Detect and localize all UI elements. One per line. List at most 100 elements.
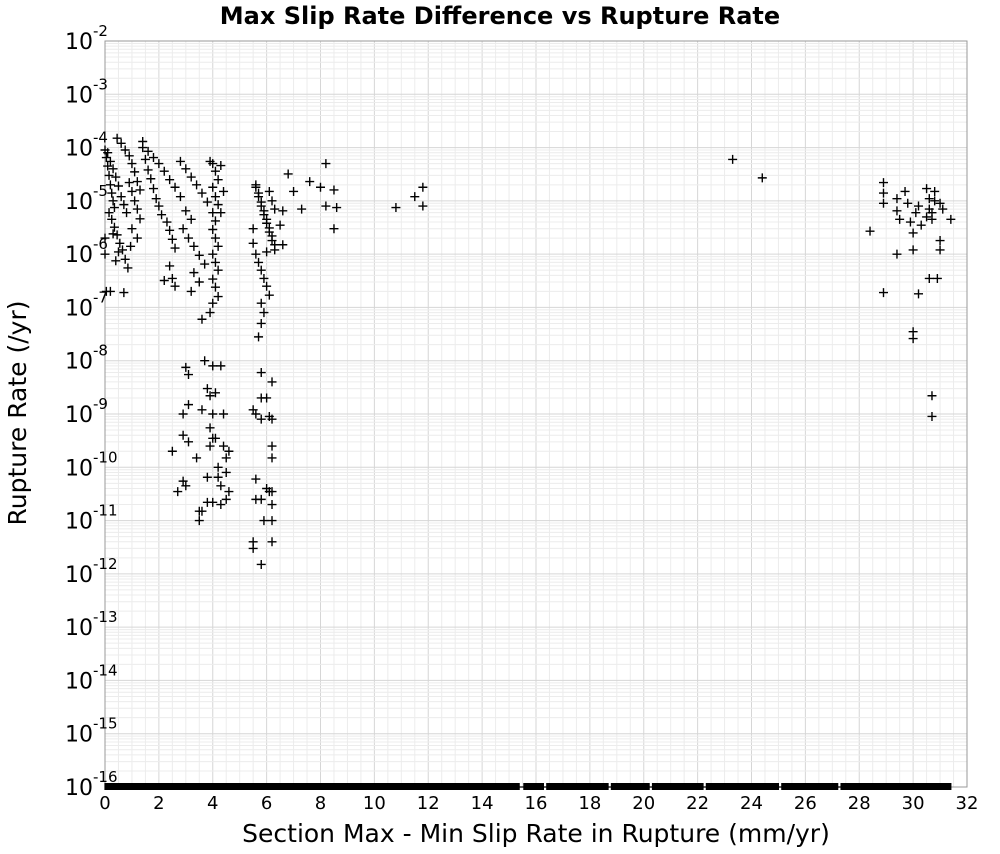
- data-point: [122, 208, 132, 218]
- data-point: [135, 214, 145, 224]
- data-point: [111, 256, 121, 266]
- data-point: [930, 186, 940, 196]
- y-tick-label: 10-2: [65, 22, 108, 55]
- data-point: [267, 377, 277, 387]
- data-point: [927, 391, 937, 401]
- data-point: [124, 151, 134, 161]
- data-point: [418, 182, 428, 192]
- data-point: [184, 233, 194, 243]
- data-point: [202, 384, 212, 394]
- data-point: [208, 497, 218, 507]
- data-point: [132, 177, 142, 187]
- data-point: [194, 516, 204, 526]
- data-point: [100, 249, 110, 259]
- data-point: [210, 388, 220, 398]
- data-point: [208, 249, 218, 259]
- data-point: [267, 236, 277, 246]
- data-point: [138, 137, 148, 146]
- data-point: [264, 290, 274, 300]
- data-point: [262, 247, 272, 257]
- data-point: [267, 516, 277, 526]
- data-point: [186, 214, 196, 224]
- data-point: [903, 198, 913, 208]
- data-point: [256, 265, 266, 275]
- y-tick-label: 10-13: [65, 608, 118, 641]
- y-tick-label: 10-4: [65, 129, 108, 162]
- data-point: [216, 481, 226, 491]
- chart-title: Max Slip Rate Difference vs Rupture Rate: [220, 2, 780, 30]
- x-tick-label: 18: [578, 793, 601, 814]
- data-point: [151, 194, 161, 204]
- data-point: [316, 182, 325, 192]
- data-point: [105, 156, 115, 166]
- data-point: [167, 273, 177, 283]
- data-point: [256, 368, 266, 378]
- data-point: [259, 308, 269, 318]
- data-point: [267, 537, 277, 547]
- data-point: [109, 203, 119, 213]
- data-point: [173, 487, 183, 497]
- data-point: [192, 180, 202, 190]
- data-point: [112, 133, 122, 143]
- x-tick-label: 24: [740, 793, 763, 814]
- data-point: [181, 362, 191, 372]
- data-point: [256, 414, 266, 424]
- data-point: [270, 204, 280, 214]
- data-point: [143, 146, 153, 156]
- y-tick-label: 10-6: [65, 235, 108, 268]
- data-point: [105, 180, 115, 190]
- data-point: [127, 186, 137, 196]
- data-point: [321, 201, 331, 211]
- data-point: [208, 208, 218, 218]
- data-point: [159, 276, 169, 286]
- data-point: [927, 411, 937, 421]
- y-tick-label: 10-8: [65, 342, 108, 375]
- data-point: [208, 274, 218, 284]
- data-point: [267, 453, 277, 463]
- data-point: [146, 174, 156, 184]
- data-point: [108, 196, 118, 206]
- data-point: [140, 154, 150, 164]
- data-point: [221, 453, 231, 463]
- data-point: [213, 200, 223, 210]
- data-point: [178, 430, 188, 440]
- data-point: [165, 175, 175, 185]
- data-point: [264, 186, 274, 196]
- data-point: [194, 250, 204, 260]
- data-point: [248, 543, 258, 553]
- x-tick-label: 4: [207, 793, 218, 814]
- data-point: [111, 172, 121, 182]
- data-point: [130, 167, 140, 177]
- data-point: [192, 453, 202, 463]
- x-tick-label: 6: [261, 793, 272, 814]
- data-point: [213, 292, 223, 302]
- data-point: [267, 196, 277, 206]
- data-point: [895, 214, 905, 224]
- data-point: [108, 164, 118, 174]
- data-point: [184, 370, 194, 380]
- data-point: [210, 192, 220, 202]
- data-point: [216, 500, 226, 510]
- data-point: [132, 233, 142, 243]
- data-point: [216, 208, 226, 218]
- data-point: [946, 214, 956, 224]
- data-point: [256, 494, 266, 504]
- data-point: [135, 185, 145, 195]
- data-point: [210, 257, 220, 267]
- y-axis-label: Rupture Rate (/yr): [3, 301, 32, 526]
- data-point: [224, 487, 234, 497]
- data-point: [205, 423, 215, 433]
- data-point: [728, 154, 738, 164]
- data-point: [248, 224, 258, 234]
- data-point: [332, 203, 342, 213]
- data-point: [297, 204, 307, 214]
- data-point: [202, 197, 212, 207]
- data-point: [194, 277, 204, 287]
- data-point: [175, 156, 185, 166]
- data-point: [219, 441, 229, 451]
- y-tick-label: 10-9: [65, 395, 108, 428]
- data-point: [938, 204, 948, 214]
- data-point: [200, 356, 210, 366]
- data-point: [143, 165, 153, 175]
- data-point: [119, 288, 129, 298]
